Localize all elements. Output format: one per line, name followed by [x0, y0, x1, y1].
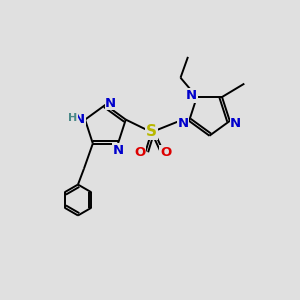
Text: N: N — [74, 113, 85, 126]
Text: H: H — [68, 113, 77, 123]
Text: N: N — [112, 144, 124, 157]
Text: O: O — [135, 146, 146, 159]
Text: N: N — [178, 117, 189, 130]
Text: N: N — [105, 97, 116, 110]
Text: S: S — [146, 124, 157, 139]
Text: O: O — [160, 146, 171, 159]
Text: N: N — [230, 117, 241, 130]
Text: N: N — [186, 89, 197, 102]
